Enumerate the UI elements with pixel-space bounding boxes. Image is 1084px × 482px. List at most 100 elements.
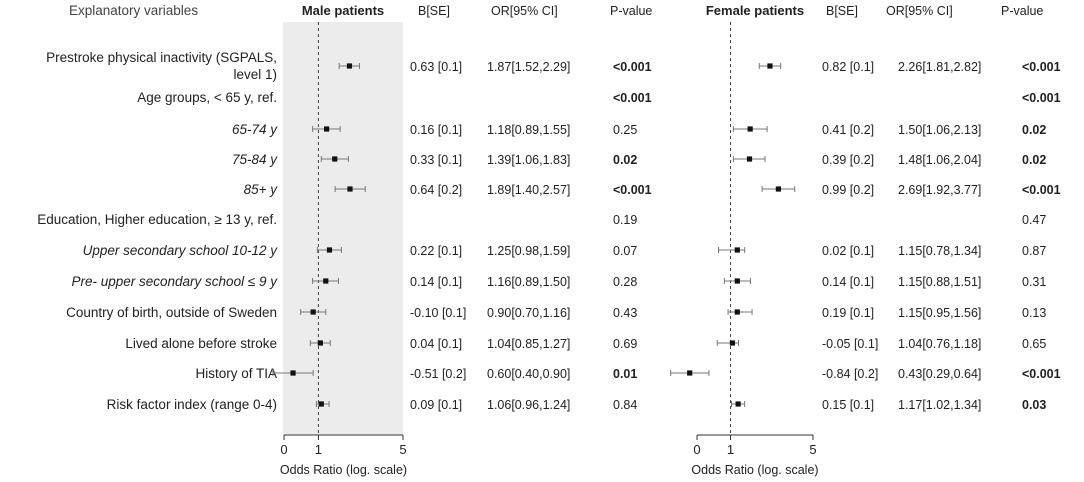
female-point-estimate xyxy=(734,278,740,284)
male-x-tick-label: 5 xyxy=(399,442,406,457)
female-b-se-value: 0.39 [0.2] xyxy=(822,153,874,167)
male-or-ci-value: 1.89[1.40,2.57] xyxy=(487,183,570,197)
row-label: Prestroke physical inactivity (SGPALS, xyxy=(46,50,277,65)
row-label: Upper secondary school 10-12 y xyxy=(83,243,279,258)
male-b-se-value: 0.22 [0.1] xyxy=(410,244,462,258)
row-label: level 1) xyxy=(233,67,277,82)
female-or-ci-value: 1.04[0.76,1.18] xyxy=(898,337,981,351)
male-point-estimate xyxy=(324,126,330,132)
male-point-estimate xyxy=(347,186,353,192)
male-b-se-value: 0.09 [0.1] xyxy=(410,398,462,412)
female-point-estimate xyxy=(734,247,740,253)
female-point-estimate xyxy=(767,63,773,69)
row-label: History of TIA xyxy=(195,366,277,381)
female-p-value: <0.001 xyxy=(1022,91,1061,105)
row-label: Country of birth, outside of Sweden xyxy=(66,305,277,320)
female-p-value: 0.47 xyxy=(1022,213,1046,227)
male-b-se-value: 0.63 [0.1] xyxy=(410,60,462,74)
female-or-ci-value: 1.15[0.88,1.51] xyxy=(898,275,981,289)
row-label: 75-84 y xyxy=(232,152,278,167)
female-p-value: 0.03 xyxy=(1022,398,1046,412)
male-p-value: 0.28 xyxy=(613,275,637,289)
header-male-or: OR[95% CI] xyxy=(491,4,558,18)
header-female-or: OR[95% CI] xyxy=(886,4,953,18)
male-p-value: <0.001 xyxy=(613,91,652,105)
female-p-value: 0.13 xyxy=(1022,306,1046,320)
male-or-ci-value: 0.90[0.70,1.16] xyxy=(487,306,570,320)
row-label: Pre- upper secondary school ≤ 9 y xyxy=(71,274,278,289)
header-female-patients: Female patients xyxy=(706,3,804,18)
male-x-tick-label: 0 xyxy=(280,442,287,457)
male-panel-background xyxy=(283,22,403,435)
male-or-ci-value: 1.16[0.89,1.50] xyxy=(487,275,570,289)
male-b-se-value: 0.04 [0.1] xyxy=(410,337,462,351)
male-x-tick-label: 1 xyxy=(315,442,322,457)
male-or-ci-value: 1.06[0.96,1.24] xyxy=(487,398,570,412)
female-p-value: 0.65 xyxy=(1022,337,1046,351)
female-b-se-value: 0.41 [0.2] xyxy=(822,123,874,137)
male-or-ci-value: 1.87[1.52,2.29] xyxy=(487,60,570,74)
row-label: 85+ y xyxy=(244,182,279,197)
header-female-bse: B[SE] xyxy=(826,4,858,18)
male-point-estimate xyxy=(323,278,329,284)
female-x-axis-label: Odds Ratio (log. scale) xyxy=(691,463,818,477)
male-p-value: 0.19 xyxy=(613,213,637,227)
male-point-estimate xyxy=(310,309,316,315)
female-or-ci-value: 1.15[0.95,1.56] xyxy=(898,306,981,320)
female-b-se-value: -0.84 [0.2] xyxy=(822,367,878,381)
female-p-value: 0.02 xyxy=(1022,123,1046,137)
male-point-estimate xyxy=(290,370,296,376)
male-point-estimate xyxy=(326,247,333,253)
male-p-value: 0.69 xyxy=(613,337,637,351)
male-p-value: 0.07 xyxy=(613,244,637,258)
female-p-value: <0.001 xyxy=(1022,367,1061,381)
female-or-ci-value: 1.50[1.06,2.13] xyxy=(898,123,981,137)
female-point-estimate xyxy=(747,126,753,132)
female-b-se-value: 0.15 [0.1] xyxy=(822,398,874,412)
female-point-estimate xyxy=(687,370,693,376)
male-or-ci-value: 1.04[0.85,1.27] xyxy=(487,337,570,351)
female-or-ci-value: 1.48[1.06,2.04] xyxy=(898,153,981,167)
male-b-se-value: -0.10 [0.1] xyxy=(410,306,466,320)
male-point-estimate xyxy=(346,63,353,69)
female-point-estimate xyxy=(734,309,740,315)
female-or-ci-value: 1.15[0.78,1.34] xyxy=(898,244,981,258)
male-b-se-value: -0.51 [0.2] xyxy=(410,367,466,381)
row-label: Risk factor index (range 0-4) xyxy=(107,397,277,412)
female-p-value: 0.02 xyxy=(1022,153,1046,167)
row-label: Age groups, < 65 y, ref. xyxy=(137,90,277,105)
male-p-value: 0.02 xyxy=(613,153,637,167)
male-point-estimate xyxy=(317,340,323,346)
female-or-ci-value: 0.43[0.29,0.64] xyxy=(898,367,981,381)
male-or-ci-value: 0.60[0.40,0.90] xyxy=(487,367,570,381)
male-p-value: <0.001 xyxy=(613,60,652,74)
male-b-se-value: 0.14 [0.1] xyxy=(410,275,462,289)
header-male-bse: B[SE] xyxy=(418,4,450,18)
female-p-value: 0.31 xyxy=(1022,275,1046,289)
male-p-value: 0.01 xyxy=(613,367,637,381)
female-x-tick-label: 0 xyxy=(693,442,700,457)
female-point-estimate xyxy=(775,186,782,192)
female-point-estimate xyxy=(735,401,741,407)
female-x-tick-label: 5 xyxy=(809,442,816,457)
male-or-ci-value: 1.18[0.89,1.55] xyxy=(487,123,570,137)
female-b-se-value: 0.02 [0.1] xyxy=(822,244,874,258)
male-p-value: 0.25 xyxy=(613,123,637,137)
female-or-ci-value: 2.26[1.81,2.82] xyxy=(898,60,981,74)
row-label: Lived alone before stroke xyxy=(125,336,277,351)
male-or-ci-value: 1.39[1.06,1.83] xyxy=(487,153,570,167)
female-p-value: <0.001 xyxy=(1022,183,1061,197)
male-b-se-value: 0.16 [0.1] xyxy=(410,123,462,137)
row-label: 65-74 y xyxy=(232,122,278,137)
female-p-value: 0.87 xyxy=(1022,244,1046,258)
female-or-ci-value: 2.69[1.92,3.77] xyxy=(898,183,981,197)
male-p-value: 0.43 xyxy=(613,306,637,320)
male-point-estimate xyxy=(332,156,338,162)
male-b-se-value: 0.64 [0.2] xyxy=(410,183,462,197)
male-point-estimate xyxy=(318,401,324,407)
female-or-ci-value: 1.17[1.02,1.34] xyxy=(898,398,981,412)
male-p-value: <0.001 xyxy=(613,183,652,197)
header-male-patients: Male patients xyxy=(302,3,384,18)
male-or-ci-value: 1.25[0.98,1.59] xyxy=(487,244,570,258)
